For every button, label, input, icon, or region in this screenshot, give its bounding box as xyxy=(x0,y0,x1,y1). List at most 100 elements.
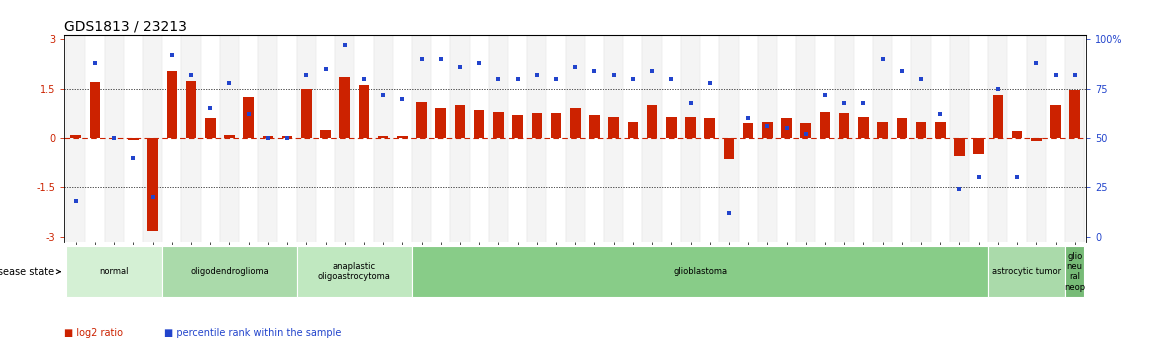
Text: GDS1813 / 23213: GDS1813 / 23213 xyxy=(64,19,187,33)
Point xyxy=(931,111,950,117)
Point xyxy=(547,76,565,82)
Text: glioblastoma: glioblastoma xyxy=(673,267,728,276)
Bar xyxy=(551,114,562,138)
Bar xyxy=(704,118,715,138)
Bar xyxy=(508,34,527,242)
Bar xyxy=(1070,90,1080,138)
Point xyxy=(797,131,815,137)
Bar xyxy=(686,117,696,138)
Bar xyxy=(412,246,988,297)
Bar xyxy=(297,34,315,242)
Bar xyxy=(493,112,503,138)
Point xyxy=(85,60,104,66)
Bar xyxy=(128,138,139,140)
Text: oligodendroglioma: oligodendroglioma xyxy=(190,267,269,276)
Bar xyxy=(1008,34,1027,242)
Bar xyxy=(954,138,965,156)
Bar xyxy=(662,34,681,242)
Point xyxy=(758,124,777,129)
Bar xyxy=(858,117,869,138)
Point xyxy=(239,111,258,117)
Bar xyxy=(931,34,950,242)
Point xyxy=(489,76,508,82)
Point xyxy=(508,76,527,82)
Point xyxy=(585,68,604,74)
Bar xyxy=(839,114,849,138)
Bar xyxy=(762,121,772,138)
Bar xyxy=(743,123,753,138)
Bar xyxy=(758,34,777,242)
Bar xyxy=(397,136,408,138)
Bar xyxy=(527,34,547,242)
Point xyxy=(105,135,124,141)
Point xyxy=(969,175,988,180)
Bar xyxy=(604,34,624,242)
Bar xyxy=(647,105,658,138)
Bar xyxy=(297,246,412,297)
Point xyxy=(470,60,488,66)
Bar xyxy=(224,135,235,138)
Bar xyxy=(820,112,830,138)
Point xyxy=(950,187,968,192)
Point xyxy=(624,76,642,82)
Bar xyxy=(162,34,181,242)
Point xyxy=(777,125,795,131)
Point xyxy=(412,56,431,62)
Bar xyxy=(1031,138,1042,141)
Point xyxy=(604,72,623,78)
Bar xyxy=(354,34,374,242)
Bar xyxy=(470,34,488,242)
Point xyxy=(67,198,85,204)
Bar xyxy=(281,136,292,138)
Point xyxy=(815,92,834,97)
Bar xyxy=(547,34,565,242)
Bar xyxy=(897,118,908,138)
Bar xyxy=(263,136,273,138)
Bar xyxy=(815,34,835,242)
Bar xyxy=(781,118,792,138)
Bar xyxy=(416,102,426,138)
Point xyxy=(297,72,315,78)
Bar xyxy=(142,34,162,242)
Bar xyxy=(835,34,854,242)
Bar xyxy=(67,246,162,297)
Point xyxy=(854,100,872,105)
Bar xyxy=(1065,246,1084,297)
Bar xyxy=(335,34,354,242)
Point xyxy=(162,52,181,58)
Bar xyxy=(531,114,542,138)
Bar xyxy=(436,108,446,138)
Bar xyxy=(911,34,931,242)
Point xyxy=(335,42,354,48)
Bar xyxy=(124,34,142,242)
Bar xyxy=(412,34,431,242)
Bar xyxy=(315,34,335,242)
Bar xyxy=(320,130,331,138)
Point xyxy=(835,100,854,105)
Text: disease state: disease state xyxy=(0,267,61,277)
Bar xyxy=(488,34,508,242)
Bar xyxy=(220,34,239,242)
Bar xyxy=(988,246,1065,297)
Point xyxy=(124,155,142,160)
Bar xyxy=(147,138,158,231)
Point xyxy=(1008,175,1027,180)
Bar xyxy=(1050,105,1061,138)
Bar xyxy=(993,95,1003,138)
Bar xyxy=(877,121,888,138)
Bar xyxy=(378,136,389,138)
Point xyxy=(988,86,1007,91)
Bar xyxy=(340,77,350,138)
Point xyxy=(1065,72,1084,78)
Point xyxy=(317,66,335,72)
Bar xyxy=(892,34,911,242)
Bar xyxy=(201,34,220,242)
Bar xyxy=(204,118,216,138)
Bar xyxy=(374,34,392,242)
Bar xyxy=(454,105,465,138)
Bar xyxy=(589,115,599,138)
Bar xyxy=(627,121,638,138)
Bar xyxy=(585,34,604,242)
Point xyxy=(278,135,297,141)
Bar xyxy=(666,117,676,138)
